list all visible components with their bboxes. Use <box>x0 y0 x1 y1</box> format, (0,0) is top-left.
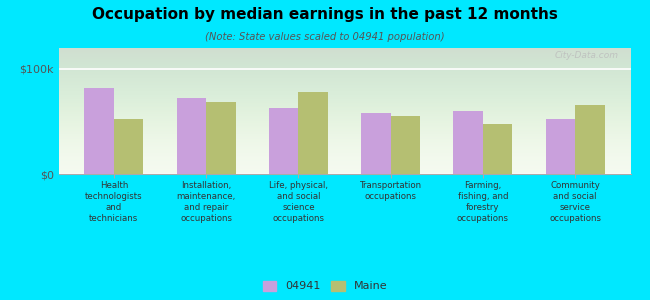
Text: City-Data.com: City-Data.com <box>555 50 619 59</box>
Bar <box>391 116 420 174</box>
Bar <box>177 98 206 174</box>
Bar <box>545 119 575 174</box>
Bar <box>206 101 236 174</box>
Bar <box>298 92 328 174</box>
Bar <box>483 124 512 174</box>
Bar <box>84 88 114 174</box>
Text: Occupation by median earnings in the past 12 months: Occupation by median earnings in the pas… <box>92 8 558 22</box>
Bar <box>453 111 483 174</box>
Text: (Note: State values scaled to 04941 population): (Note: State values scaled to 04941 popu… <box>205 32 445 41</box>
Bar <box>575 105 604 174</box>
Bar <box>114 119 144 174</box>
Bar <box>361 113 391 174</box>
Legend: 04941, Maine: 04941, Maine <box>263 281 387 291</box>
Bar <box>269 108 298 174</box>
